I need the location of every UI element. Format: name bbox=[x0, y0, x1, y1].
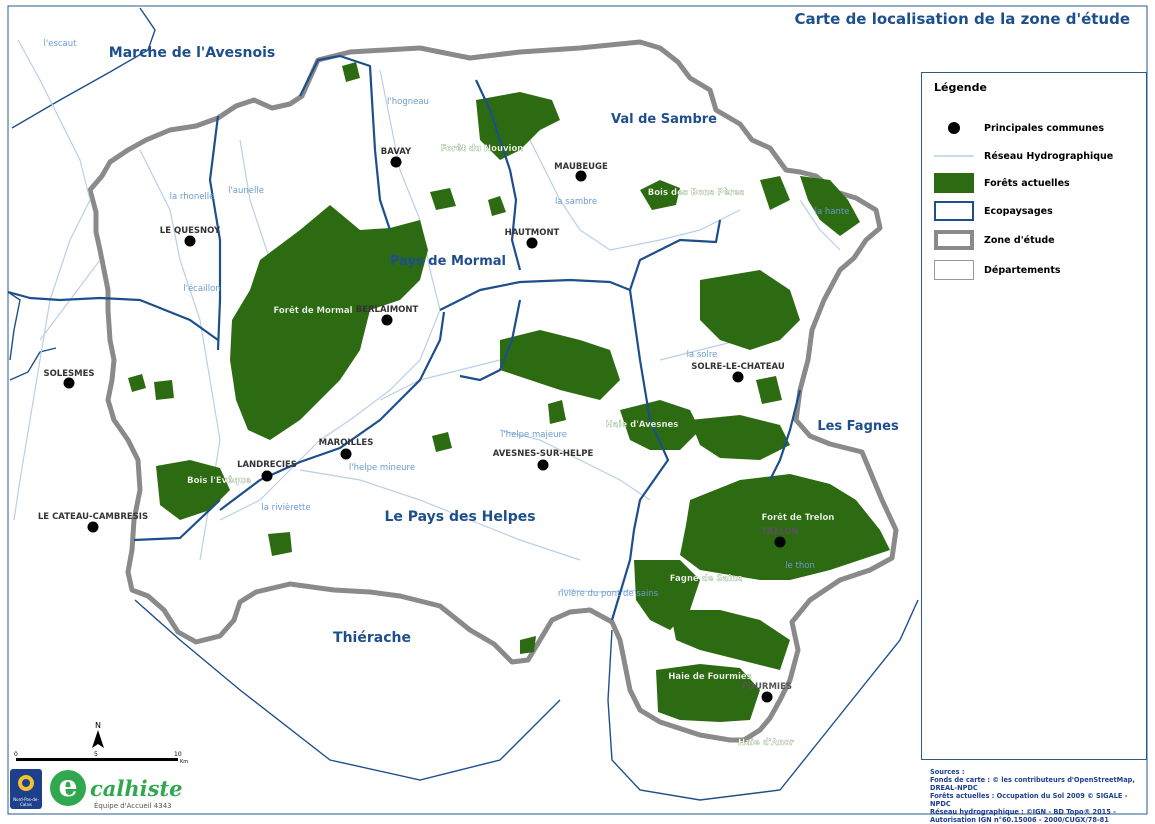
legend-label: Forêts actuelles bbox=[984, 177, 1070, 189]
commune-label: LANDRECIES bbox=[237, 460, 297, 470]
sources-line: Forêts actuelles : Occupation du Sol 200… bbox=[930, 792, 1128, 808]
legend-label: Principales communes bbox=[984, 122, 1105, 134]
calhiste-brand: calhiste bbox=[90, 776, 183, 801]
sources-block: Sources : Fonds de carte : © les contrib… bbox=[930, 768, 1150, 824]
region-label: Marche de l'Avesnois bbox=[109, 45, 275, 61]
commune-label: HAUTMONT bbox=[505, 228, 560, 238]
region-label: Pays de Mormal bbox=[390, 254, 506, 269]
river-label: l'escaut bbox=[44, 39, 78, 49]
commune-label: SOLRE-LE-CHATEAU bbox=[691, 362, 785, 372]
commune-label: BERLAIMONT bbox=[356, 305, 419, 315]
blue-outline-icon bbox=[934, 201, 974, 221]
north-label: N bbox=[95, 721, 101, 730]
line-icon bbox=[934, 146, 974, 166]
legend-item-hydro: Réseau Hydrographique bbox=[934, 145, 1113, 167]
commune-label: TRELON bbox=[761, 527, 799, 537]
forest-label: Haie d'Avesnes bbox=[606, 420, 679, 430]
white-rect-icon bbox=[934, 260, 974, 280]
legend-item-forets: Forêts actuelles bbox=[934, 172, 1070, 194]
map-border bbox=[7, 5, 1148, 815]
river-label: le thon bbox=[785, 561, 815, 571]
river-label: la rivièrette bbox=[261, 502, 310, 513]
gray-outline-icon bbox=[934, 230, 974, 250]
forest-label: Bois l'Evêque bbox=[187, 475, 251, 486]
bois-l-eveque-area bbox=[156, 460, 230, 520]
region-label: Thiérache bbox=[333, 630, 411, 646]
scale-tick-2: 10 bbox=[174, 751, 182, 758]
river-label: l'hogneau bbox=[387, 97, 429, 107]
calhiste-subtitle: Équipe d'Accueil 4343 bbox=[94, 802, 172, 810]
river-label: l'helpe mineure bbox=[349, 463, 415, 473]
legend-item-ecopaysages: Ecopaysages bbox=[934, 200, 1053, 222]
scale-tick-0: 0 bbox=[14, 751, 18, 758]
region-label: Les Fagnes bbox=[817, 419, 899, 434]
forest-label: Forêt du Nouvion bbox=[441, 143, 524, 154]
commune-label: MAUBEUGE bbox=[554, 162, 608, 172]
forest-label: Forêt de Trelon bbox=[762, 512, 835, 523]
calhiste-logo-icon: e bbox=[50, 770, 86, 806]
commune-label: FOURMIES bbox=[742, 682, 792, 692]
legend-item-departements: Départements bbox=[934, 259, 1061, 281]
legend-label: Ecopaysages bbox=[984, 205, 1053, 217]
legend-label: Départements bbox=[984, 264, 1061, 276]
river-label: la hante bbox=[815, 207, 850, 217]
forest-label: Fagne de Sains bbox=[670, 574, 743, 584]
legend-item-zone: Zone d'étude bbox=[934, 229, 1055, 251]
river-labels: l'escaut l'hogneau la rhonelle l'aunelle… bbox=[44, 39, 850, 599]
forest-label: Haie d'Anor bbox=[738, 738, 795, 748]
commune-label: BAVAY bbox=[381, 147, 412, 157]
forest-label: Bois des Bons Pères bbox=[648, 187, 745, 198]
commune-label: AVESNES-SUR-HELPE bbox=[493, 449, 594, 459]
forest-layer bbox=[128, 62, 890, 722]
departement-boundaries bbox=[7, 7, 919, 801]
north-arrow: N bbox=[92, 721, 104, 748]
scale-tick-1: 5 bbox=[94, 751, 98, 758]
commune-label: LE CATEAU-CAMBRESIS bbox=[38, 512, 148, 522]
sources-line: Réseau hydrographique : ©IGN - BD Topo® … bbox=[930, 808, 1116, 816]
region-logo: Nord-Pas-de-Calais bbox=[10, 769, 42, 809]
legend-label: Zone d'étude bbox=[984, 234, 1055, 246]
region-label: Le Pays des Helpes bbox=[384, 509, 535, 525]
river-label: l'aunelle bbox=[228, 186, 264, 196]
river-label: rivière du pont de sains bbox=[558, 588, 659, 599]
commune-dots bbox=[63, 156, 786, 703]
foret-de-mormal-area bbox=[230, 205, 428, 440]
green-rect-icon bbox=[934, 173, 974, 193]
legend-label: Réseau Hydrographique bbox=[984, 150, 1114, 162]
river-label: l'écaillon bbox=[183, 283, 220, 294]
region-label: Val de Sambre bbox=[611, 112, 717, 127]
river-label: la rhonelle bbox=[170, 192, 215, 202]
commune-labels: BAVAY MAUBEUGE LE QUESNOY HAUTMONT BERLA… bbox=[38, 147, 799, 692]
region-logo-label: Nord-Pas-de-Calais bbox=[13, 797, 39, 807]
ecopaysage-boundaries bbox=[7, 54, 802, 621]
foret-de-trelon-area bbox=[680, 474, 890, 580]
commune-label: SOLESMES bbox=[43, 369, 94, 379]
forest-label: Haie de Fourmies bbox=[668, 672, 751, 682]
scale-bar: 0 5 10 Km bbox=[14, 751, 188, 765]
sources-line: Autorisation IGN n°60.15006 - 2000/CUGX/… bbox=[930, 816, 1109, 824]
commune-label: MAROILLES bbox=[319, 438, 374, 448]
haie-de-fourmies-area bbox=[656, 664, 760, 722]
river-label: la sambre bbox=[555, 197, 597, 207]
region-labels: Marche de l'Avesnois Val de Sambre Pays … bbox=[109, 45, 899, 646]
river-label: l'helpe majeure bbox=[501, 430, 567, 440]
legend-item-communes: Principales communes bbox=[934, 117, 1104, 139]
forest-label: Forêt de Mormal bbox=[273, 305, 352, 316]
sources-line: Sources : bbox=[930, 768, 965, 776]
legend-title: Légende bbox=[934, 81, 987, 94]
map-title: Carte de localisation de la zone d'étude bbox=[794, 10, 1130, 28]
commune-label: LE QUESNOY bbox=[160, 226, 221, 236]
river-label: la solre bbox=[687, 350, 718, 360]
legend-panel: Légende Principales communes Réseau Hydr… bbox=[921, 72, 1147, 760]
sources-line: Fonds de carte : © les contributeurs d'O… bbox=[930, 776, 1135, 792]
forest-labels: Forêt du Nouvion Bois des Bons Pères For… bbox=[187, 143, 834, 748]
scale-unit: Km bbox=[180, 759, 188, 765]
dot-icon bbox=[934, 118, 974, 138]
